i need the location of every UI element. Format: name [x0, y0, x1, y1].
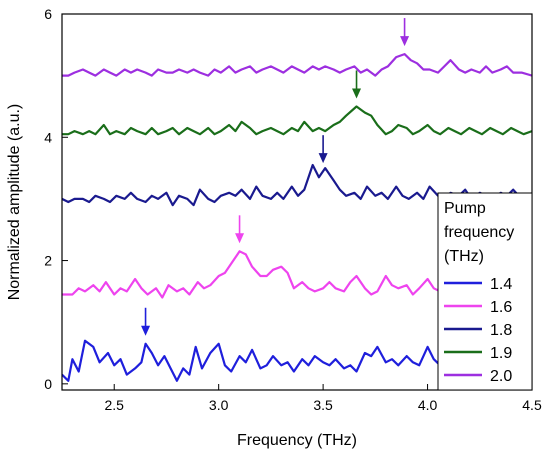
- legend-box: [437, 192, 533, 391]
- peak-arrow-1.9: [352, 70, 362, 99]
- legend-label-1.8: 1.8: [490, 322, 512, 339]
- y-tick-label: 6: [44, 6, 52, 22]
- x-tick-label: 3.0: [209, 397, 229, 413]
- y-axis-title: Normalized amplitude (a.u.): [6, 104, 23, 301]
- axis-ticks: 2.5 3.0 3.5 4.0 4.5 0 2 4 6: [44, 6, 542, 413]
- legend-label-1.9: 1.9: [490, 345, 512, 362]
- series-line-1.9: [62, 105, 532, 136]
- legend-label-1.6: 1.6: [490, 299, 512, 316]
- legend-label-1.4: 1.4: [490, 276, 512, 293]
- series-line-2.0: [62, 52, 532, 77]
- peak-arrow-1.6: [235, 215, 245, 244]
- legend: Pump frequency (THz) 1.4 1.6 1.8 1.9 2.0: [437, 192, 533, 391]
- legend-label-2.0: 2.0: [490, 368, 512, 385]
- peak-arrows: [141, 18, 410, 336]
- y-tick-label: 2: [44, 253, 52, 269]
- x-tick-label: 4.0: [418, 397, 438, 413]
- peak-arrow-1.4: [141, 307, 151, 336]
- legend-title-line: Pump: [444, 200, 486, 217]
- x-tick-label: 3.5: [313, 397, 333, 413]
- x-tick-label: 4.5: [522, 397, 542, 413]
- legend-title-line: (THz): [444, 248, 484, 265]
- x-axis-title: Frequency (THz): [237, 432, 357, 449]
- peak-arrow-1.8: [318, 135, 328, 164]
- legend-title-line: frequency: [444, 224, 514, 241]
- x-tick-label: 2.5: [104, 397, 124, 413]
- peak-arrow-2.0: [400, 18, 410, 47]
- y-tick-label: 4: [44, 129, 52, 145]
- y-tick-label: 0: [44, 376, 52, 392]
